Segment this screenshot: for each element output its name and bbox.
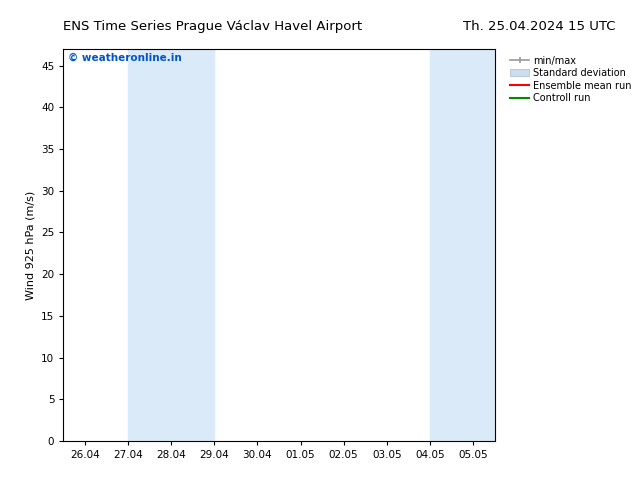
Legend: min/max, Standard deviation, Ensemble mean run, Controll run: min/max, Standard deviation, Ensemble me…: [508, 54, 634, 105]
Bar: [430, 49, 516, 441]
Text: ENS Time Series Prague Václav Havel Airport: ENS Time Series Prague Václav Havel Airp…: [63, 20, 363, 33]
Text: © weatheronline.in: © weatheronline.in: [68, 53, 181, 63]
Y-axis label: Wind 925 hPa (m/s): Wind 925 hPa (m/s): [25, 191, 36, 299]
Text: Th. 25.04.2024 15 UTC: Th. 25.04.2024 15 UTC: [463, 20, 616, 33]
Bar: [128, 49, 214, 441]
